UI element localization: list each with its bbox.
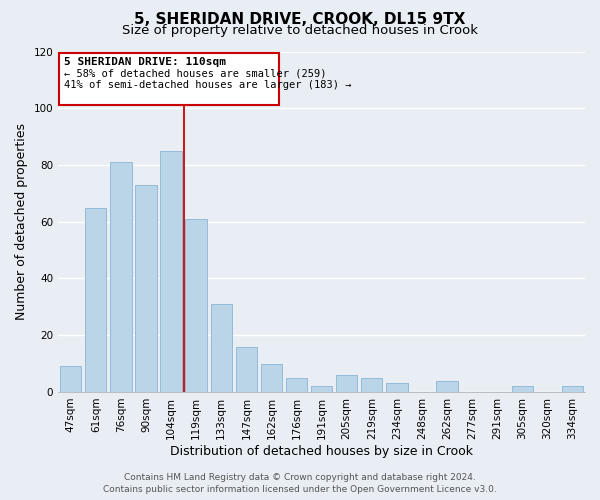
Bar <box>336 375 358 392</box>
Bar <box>60 366 82 392</box>
Bar <box>85 208 106 392</box>
Bar <box>311 386 332 392</box>
Bar <box>361 378 382 392</box>
Text: Size of property relative to detached houses in Crook: Size of property relative to detached ho… <box>122 24 478 37</box>
Bar <box>236 346 257 392</box>
Text: 41% of semi-detached houses are larger (183) →: 41% of semi-detached houses are larger (… <box>64 80 352 90</box>
Bar <box>286 378 307 392</box>
Bar <box>512 386 533 392</box>
Bar <box>562 386 583 392</box>
Bar <box>160 151 182 392</box>
Bar <box>211 304 232 392</box>
Bar <box>185 219 207 392</box>
Bar <box>136 185 157 392</box>
Text: Contains HM Land Registry data © Crown copyright and database right 2024.
Contai: Contains HM Land Registry data © Crown c… <box>103 472 497 494</box>
Text: ← 58% of detached houses are smaller (259): ← 58% of detached houses are smaller (25… <box>64 68 327 78</box>
Text: 5, SHERIDAN DRIVE, CROOK, DL15 9TX: 5, SHERIDAN DRIVE, CROOK, DL15 9TX <box>134 12 466 28</box>
Bar <box>386 384 407 392</box>
Bar <box>261 364 282 392</box>
Y-axis label: Number of detached properties: Number of detached properties <box>15 123 28 320</box>
X-axis label: Distribution of detached houses by size in Crook: Distribution of detached houses by size … <box>170 444 473 458</box>
FancyBboxPatch shape <box>59 53 279 106</box>
Bar <box>436 380 458 392</box>
Bar <box>110 162 131 392</box>
Text: 5 SHERIDAN DRIVE: 110sqm: 5 SHERIDAN DRIVE: 110sqm <box>64 56 226 66</box>
